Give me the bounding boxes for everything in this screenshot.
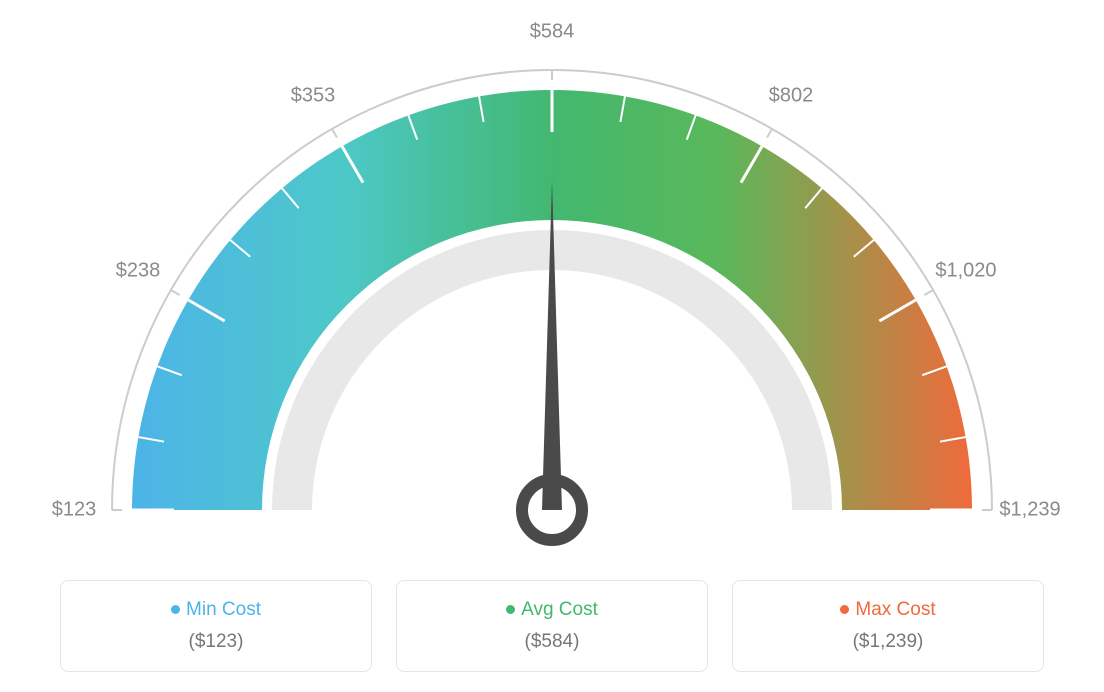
gauge-tick-label: $802 <box>769 85 814 108</box>
legend-card-title: Max Cost <box>733 599 1043 621</box>
legend-card: Max Cost ($1,239) <box>732 580 1044 672</box>
cost-gauge-chart: $123 $238 $353 $584 $802 $1,020 $1,239 <box>20 20 1084 560</box>
legend-dot-icon <box>171 605 180 614</box>
legend-title-text: Avg Cost <box>521 599 598 620</box>
legend-card: Avg Cost ($584) <box>396 580 708 672</box>
legend-title-text: Min Cost <box>186 599 261 620</box>
legend-card-value: ($123) <box>61 631 371 653</box>
gauge-tick-label: $1,239 <box>999 499 1060 522</box>
legend-dot-icon <box>840 605 849 614</box>
legend-card: Min Cost ($123) <box>60 580 372 672</box>
gauge-tick-label: $584 <box>530 21 575 44</box>
gauge-svg <box>20 20 1084 560</box>
legend-dot-icon <box>506 605 515 614</box>
legend-title-text: Max Cost <box>855 599 935 620</box>
legend-card-value: ($584) <box>397 631 707 653</box>
legend-row: Min Cost ($123) Avg Cost ($584) Max Cost ($1,… <box>20 580 1084 672</box>
gauge-tick-label: $1,020 <box>935 260 996 283</box>
legend-card-title: Avg Cost <box>397 599 707 621</box>
gauge-tick-label: $123 <box>52 499 97 522</box>
gauge-tick-label: $238 <box>116 260 161 283</box>
legend-card-value: ($1,239) <box>733 631 1043 653</box>
legend-card-title: Min Cost <box>61 599 371 621</box>
gauge-tick-label: $353 <box>291 85 336 108</box>
